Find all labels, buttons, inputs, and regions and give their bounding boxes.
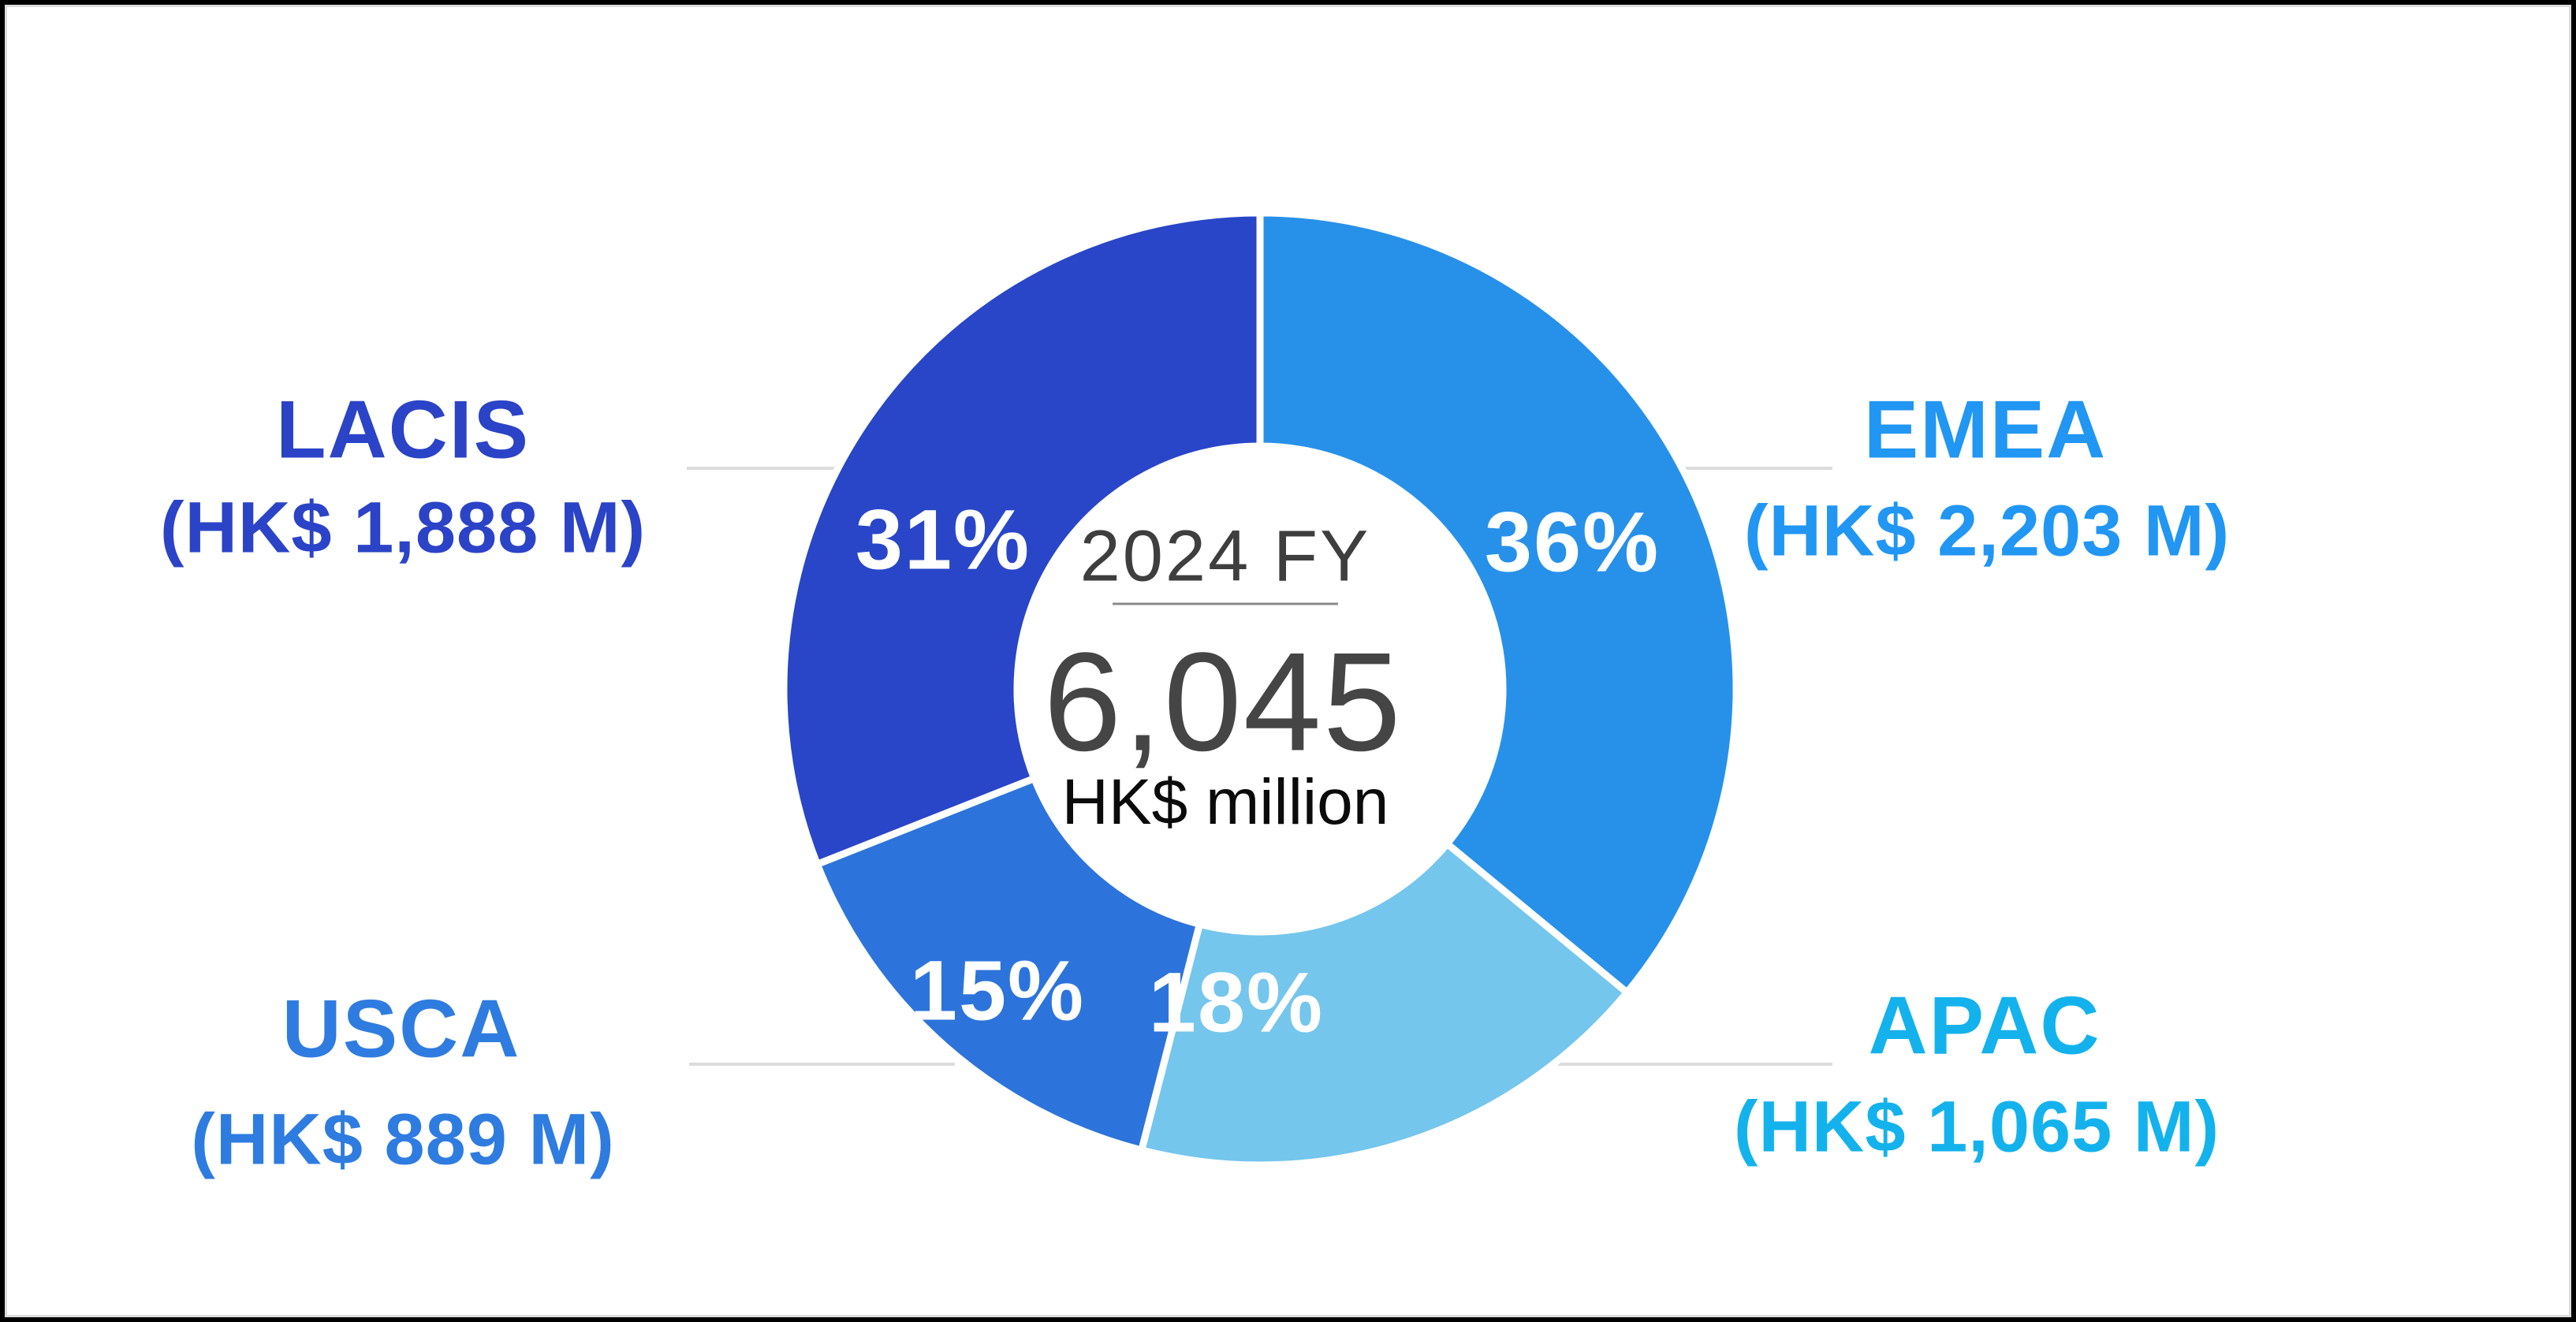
region-amount-apac: (HK$ 1,065 M) [1733, 1086, 2220, 1167]
region-label-emea: EMEA [1863, 384, 2108, 476]
donut-segment-usca [813, 774, 1203, 1154]
region-amount-usca: (HK$ 889 M) [191, 1099, 615, 1180]
unit-label: HK$ million [1061, 766, 1389, 838]
connector-line-lacis [687, 467, 837, 470]
percent-label-lacis: 31% [855, 491, 1031, 587]
connector-line-emea [1683, 467, 1832, 470]
percent-label-apac: 18% [1148, 954, 1325, 1050]
donut-segment-lacis [780, 209, 1264, 868]
total-value: 6,045 [1043, 623, 1403, 780]
donut-segment-apac [1138, 840, 1631, 1169]
donut-chart [780, 209, 1740, 1169]
percent-label-usca: 15% [909, 942, 1086, 1038]
region-label-apac: APAC [1868, 980, 2101, 1072]
fiscal-year-label: 2024 FY [1079, 516, 1371, 597]
region-amount-emea: (HK$ 2,203 M) [1743, 490, 2231, 572]
region-label-usca: USCA [281, 983, 521, 1075]
percent-label-emea: 36% [1484, 493, 1661, 590]
region-amount-lacis: (HK$ 1,888 M) [159, 487, 647, 568]
connector-line-usca [689, 1063, 955, 1066]
center-divider-line [1113, 602, 1338, 605]
connector-line-apac [1558, 1063, 1832, 1066]
region-label-lacis: LACIS [276, 384, 530, 476]
donut-segment-emea [1256, 209, 1740, 996]
